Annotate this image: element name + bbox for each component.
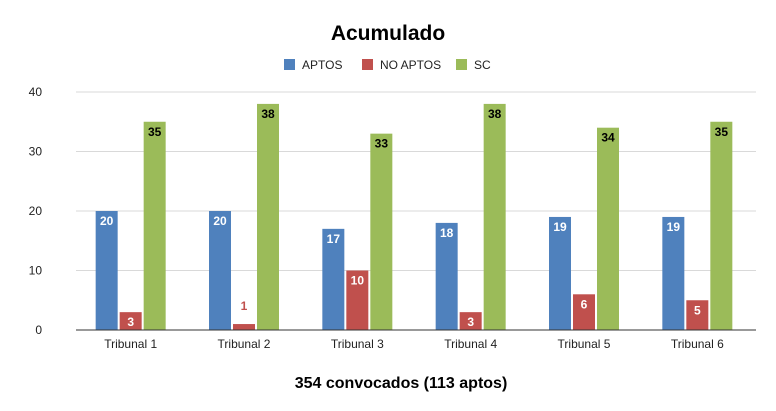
x-tick-label: Tribunal 3 [331,337,384,351]
y-tick-label: 0 [35,323,42,337]
bar [346,270,369,330]
y-axis-ticks: 0 10 20 30 40 [29,85,43,337]
data-label: 10 [351,274,365,288]
bar [710,121,733,330]
data-label: 34 [601,131,615,145]
bar [549,216,571,330]
data-label: 33 [375,137,389,151]
y-tick-label: 40 [29,85,43,99]
legend-swatch [456,59,467,70]
data-label: 17 [327,232,341,246]
data-label: 5 [694,303,701,317]
data-label: 20 [100,214,114,228]
data-label: 3 [467,315,474,329]
legend-label: NO APTOS [380,58,441,72]
y-tick-label: 20 [29,204,43,218]
y-tick-label: 30 [29,145,43,159]
data-label: 19 [667,220,681,234]
x-axis-title: 354 convocados (113 aptos) [295,375,508,392]
bar [322,228,345,330]
bar [483,103,506,331]
x-tick-label: Tribunal 2 [218,337,271,351]
bar [459,312,482,330]
bar [209,211,231,330]
data-label: 38 [488,107,502,121]
bar [573,294,595,330]
bar [370,133,393,330]
data-label: 20 [213,214,227,228]
gridlines [76,91,756,271]
bar [686,300,709,330]
bar [257,103,279,331]
x-tick-label: Tribunal 4 [444,337,497,351]
data-label: 18 [440,226,454,240]
x-tick-label: Tribunal 6 [671,337,724,351]
data-label: 38 [261,107,275,121]
legend: APTOS NO APTOS SC [284,58,491,72]
y-tick-label: 10 [29,264,43,278]
legend-label: APTOS [302,58,342,72]
legend-label: SC [474,58,491,72]
data-label: 35 [148,125,162,139]
legend-swatch [284,59,295,70]
bar [435,222,458,330]
chart-title: Acumulado [331,22,445,45]
bar [597,127,619,330]
data-label: 6 [581,297,588,311]
bar [95,211,118,330]
data-labels: 20 3 35 20 1 38 17 10 33 18 3 38 19 6 34 19 5 35 [100,107,728,329]
data-label: 19 [553,220,567,234]
legend-swatch [362,59,373,70]
bar [662,216,685,330]
bar [143,121,166,330]
bar [119,312,142,330]
data-label: 1 [241,299,248,313]
x-tick-label: Tribunal 5 [558,337,611,351]
data-label: 35 [715,125,729,139]
bars [95,103,733,331]
x-tick-label: Tribunal 1 [104,337,157,351]
x-axis-ticks: Tribunal 1 Tribunal 2 Tribunal 3 Tribunal 4… [104,337,724,351]
data-label: 3 [127,315,134,329]
bar [233,324,255,330]
